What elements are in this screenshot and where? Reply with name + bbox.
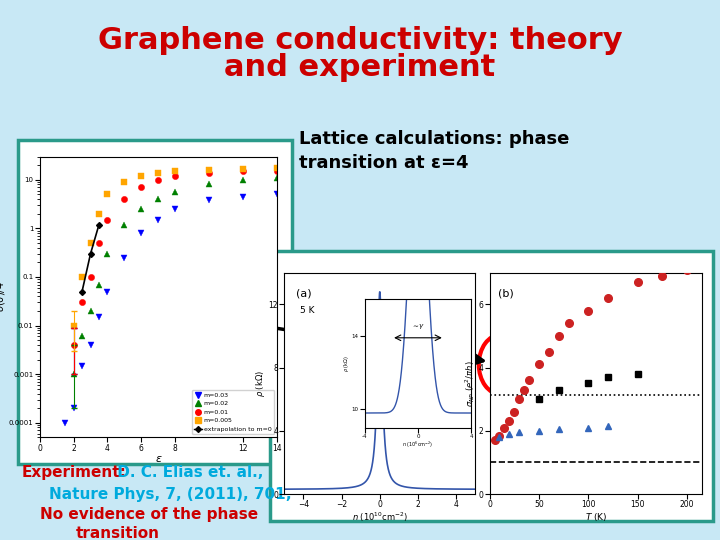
Y-axis label: $\rho$ (k$\Omega$): $\rho$ (k$\Omega$) <box>254 370 267 397</box>
Line: m=0.01: m=0.01 <box>71 167 280 348</box>
m=0.01 <box>86 274 95 280</box>
m=0.03 <box>78 362 86 369</box>
Line: m=0.005: m=0.005 <box>71 165 280 329</box>
Text: 5 K: 5 K <box>300 306 314 315</box>
m=0.02 <box>78 333 86 340</box>
Text: D. C. Elias et. al.,: D. C. Elias et. al., <box>112 465 263 480</box>
m=0.02 <box>154 196 163 202</box>
Text: No evidence of the phase: No evidence of the phase <box>40 507 258 522</box>
m=0.01 <box>120 196 129 202</box>
m=0.01 <box>171 173 180 179</box>
Line: m=0.03: m=0.03 <box>62 191 280 426</box>
m=0.03 <box>69 405 78 411</box>
Legend: m=0.03, m=0.02, m=0.01, m=0.005, extrapolation to m=0: m=0.03, m=0.02, m=0.01, m=0.005, extrapo… <box>192 390 274 434</box>
m=0.01 <box>95 240 104 246</box>
Line: m=0.02: m=0.02 <box>71 174 280 377</box>
m=0.005 <box>120 179 129 185</box>
m=0.02 <box>171 189 180 195</box>
m=0.005 <box>154 170 163 176</box>
m=0.02 <box>239 177 248 183</box>
m=0.01 <box>273 167 282 174</box>
m=0.01 <box>137 184 145 191</box>
m=0.02 <box>86 308 95 314</box>
Text: Lattice calculations: phase
transition at ε=4: Lattice calculations: phase transition a… <box>299 130 570 172</box>
extrapolation to m=0 <box>86 251 95 257</box>
Text: Nature Phys, 7, (2011), 701;: Nature Phys, 7, (2011), 701; <box>49 487 292 502</box>
extrapolation to m=0 <box>78 288 86 295</box>
m=0.005 <box>137 173 145 179</box>
m=0.02 <box>120 221 129 228</box>
m=0.03 <box>103 288 112 295</box>
m=0.01 <box>78 299 86 306</box>
m=0.03 <box>86 342 95 348</box>
m=0.02 <box>205 181 214 188</box>
m=0.03 <box>205 197 214 204</box>
m=0.01 <box>239 168 248 174</box>
Y-axis label: $\sigma_{NP}$ ($e^2/\pi h$): $\sigma_{NP}$ ($e^2/\pi h$) <box>463 360 477 407</box>
m=0.005 <box>86 240 95 246</box>
m=0.03 <box>95 314 104 320</box>
Text: transition: transition <box>76 526 160 540</box>
extrapolation to m=0 <box>95 221 104 228</box>
m=0.01 <box>103 217 112 223</box>
Line: extrapolation to m=0: extrapolation to m=0 <box>80 222 101 294</box>
m=0.03 <box>273 191 282 198</box>
X-axis label: $T$ (K): $T$ (K) <box>585 511 607 523</box>
m=0.005 <box>78 274 86 280</box>
m=0.005 <box>69 322 78 329</box>
Text: (a): (a) <box>296 288 312 298</box>
m=0.02 <box>69 371 78 377</box>
m=0.005 <box>95 211 104 217</box>
X-axis label: $\varepsilon$: $\varepsilon$ <box>155 454 162 464</box>
FancyBboxPatch shape <box>18 140 292 464</box>
m=0.02 <box>273 174 282 181</box>
m=0.01 <box>205 170 214 176</box>
Text: (b): (b) <box>498 288 514 298</box>
m=0.005 <box>239 165 248 172</box>
m=0.005 <box>171 168 180 174</box>
m=0.03 <box>120 254 129 261</box>
Text: Graphene conductivity: theory: Graphene conductivity: theory <box>98 26 622 55</box>
m=0.03 <box>154 217 163 223</box>
m=0.03 <box>60 420 69 426</box>
m=0.005 <box>205 167 214 173</box>
m=0.005 <box>273 165 282 171</box>
m=0.02 <box>103 251 112 257</box>
m=0.03 <box>239 193 248 200</box>
m=0.03 <box>171 206 180 212</box>
m=0.03 <box>137 230 145 237</box>
FancyBboxPatch shape <box>270 251 713 521</box>
m=0.01 <box>154 177 163 183</box>
Y-axis label: $\sigma(0)/4$: $\sigma(0)/4$ <box>0 281 7 313</box>
m=0.02 <box>137 206 145 212</box>
Text: and experiment: and experiment <box>225 53 495 82</box>
m=0.01 <box>69 342 78 348</box>
X-axis label: $n$ $(10^{10}$cm$^{-2})$: $n$ $(10^{10}$cm$^{-2})$ <box>352 511 408 524</box>
m=0.02 <box>95 281 104 288</box>
m=0.005 <box>103 191 112 198</box>
Text: Experiment:: Experiment: <box>22 465 127 480</box>
